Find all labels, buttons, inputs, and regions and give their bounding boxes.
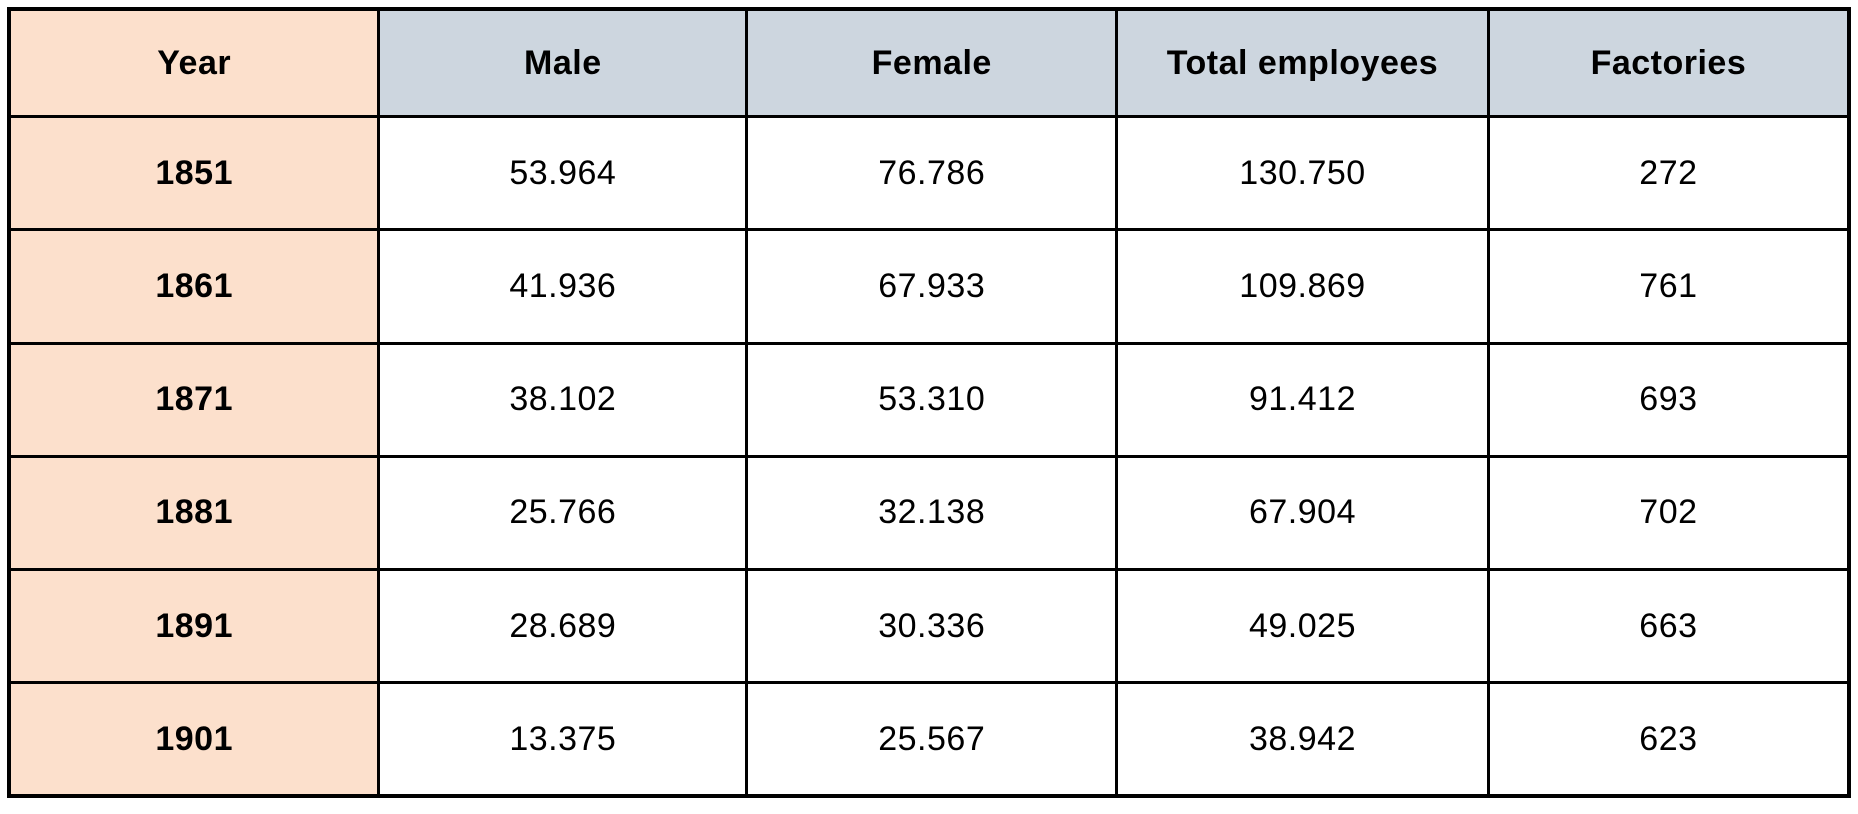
column-header-male: Male [377,7,749,118]
factories-cell: 623 [1486,681,1851,798]
female-cell: 76.786 [745,114,1119,232]
header-row: Year Male Female Total employees Factori… [7,7,1851,118]
table-row-1861: 1861 41.936 67.933 109.869 761 [7,228,1851,345]
female-cell: 67.933 [745,228,1119,345]
year-cell: 1851 [7,114,381,232]
employees-table: Year Male Female Total employees Factori… [7,7,1851,798]
male-cell: 13.375 [377,681,749,798]
column-header-factories: Factories [1486,7,1851,118]
male-cell: 41.936 [377,228,749,345]
table-row-1881: 1881 25.766 32.138 67.904 702 [7,454,1851,572]
year-cell: 1861 [7,228,381,345]
year-cell: 1891 [7,567,381,685]
table-row-1901: 1901 13.375 25.567 38.942 623 [7,681,1851,798]
year-cell: 1881 [7,454,381,572]
female-cell: 53.310 [745,341,1119,458]
total-employees-cell: 49.025 [1115,567,1490,685]
male-cell: 28.689 [377,567,749,685]
total-employees-cell: 38.942 [1115,681,1490,798]
male-cell: 38.102 [377,341,749,458]
column-header-year: Year [7,7,381,118]
female-cell: 30.336 [745,567,1119,685]
total-employees-cell: 91.412 [1115,341,1490,458]
year-cell: 1901 [7,681,381,798]
column-header-total-employees: Total employees [1115,7,1490,118]
employees-table-container: Year Male Female Total employees Factori… [7,7,1851,798]
factories-cell: 272 [1486,114,1851,232]
total-employees-cell: 109.869 [1115,228,1490,345]
table-row-1871: 1871 38.102 53.310 91.412 693 [7,341,1851,458]
female-cell: 32.138 [745,454,1119,572]
male-cell: 25.766 [377,454,749,572]
column-header-female: Female [745,7,1119,118]
factories-cell: 663 [1486,567,1851,685]
total-employees-cell: 130.750 [1115,114,1490,232]
female-cell: 25.567 [745,681,1119,798]
male-cell: 53.964 [377,114,749,232]
factories-cell: 761 [1486,228,1851,345]
year-cell: 1871 [7,341,381,458]
total-employees-cell: 67.904 [1115,454,1490,572]
factories-cell: 693 [1486,341,1851,458]
factories-cell: 702 [1486,454,1851,572]
table-row-1891: 1891 28.689 30.336 49.025 663 [7,567,1851,685]
table-row-1851: 1851 53.964 76.786 130.750 272 [7,114,1851,232]
